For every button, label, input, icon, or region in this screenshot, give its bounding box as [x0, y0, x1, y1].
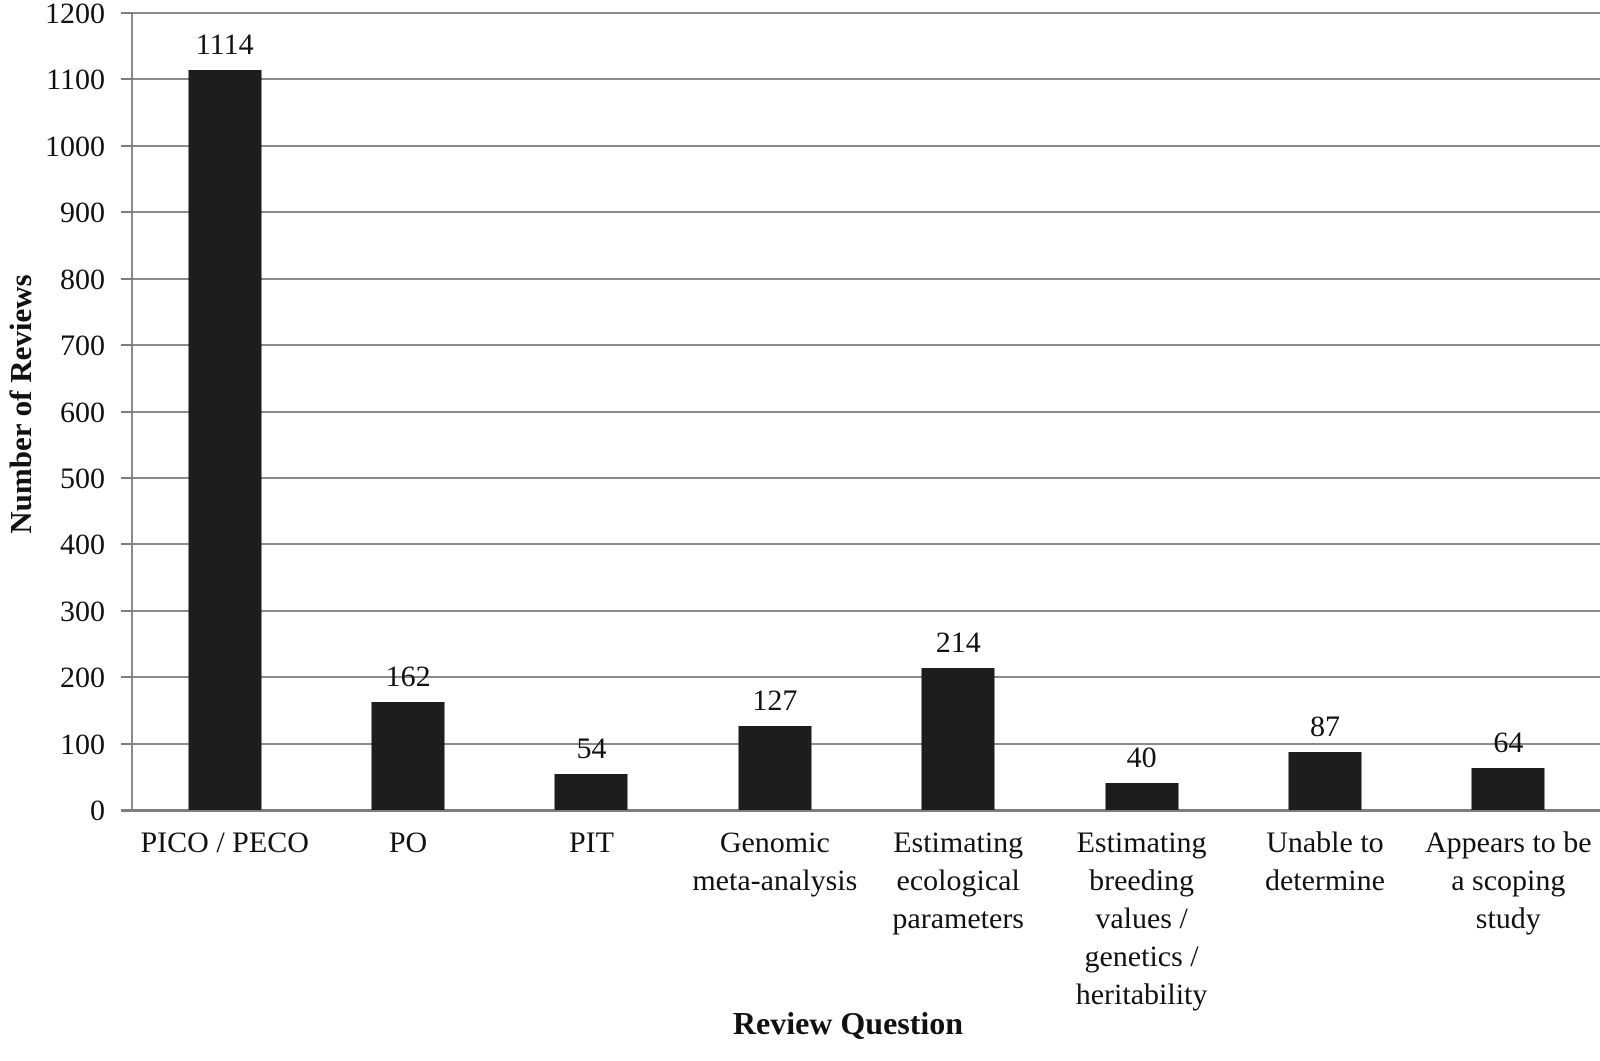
category-label-line: parameters [892, 902, 1024, 935]
bar-column: 214 [867, 13, 1050, 810]
bar [738, 725, 812, 810]
category-label: Genomic meta-analysis [683, 824, 866, 1014]
y-axis-tick-label: 700 [60, 329, 105, 363]
category-label-line: determine [1264, 864, 1385, 897]
bar [1288, 752, 1362, 810]
category-label-line: genetics / [1084, 940, 1199, 973]
value-label: 87 [1309, 710, 1340, 744]
value-label: 214 [935, 625, 981, 659]
bar [1105, 783, 1179, 810]
category-label: PO [316, 824, 499, 1014]
y-axis-tick-mark [121, 277, 133, 280]
bar-column: 162 [316, 13, 499, 810]
y-axis-tick-mark [121, 742, 133, 745]
bar [554, 774, 628, 810]
gridline [133, 344, 1600, 347]
category-label-line: Genomic [719, 826, 830, 859]
y-axis-tick-mark [121, 676, 133, 679]
y-axis-tick-mark [121, 78, 133, 81]
bar [1471, 767, 1545, 810]
category-label: Unable to determine [1233, 824, 1416, 1014]
category-label-line: study [1475, 902, 1541, 935]
bar-column: 1114 [133, 13, 316, 810]
bar [188, 70, 262, 810]
bar [371, 702, 445, 810]
x-axis-line [121, 809, 1600, 812]
value-label: 1114 [195, 28, 254, 62]
bar-column: 54 [500, 13, 683, 810]
bar-columns: 1114 162 54 127 214 40 87 64 [133, 13, 1600, 810]
category-label-line: breeding [1089, 864, 1195, 897]
value-label: 54 [576, 732, 607, 766]
y-axis-tick-label: 600 [60, 395, 105, 429]
category-label-line: Estimating [1076, 826, 1207, 859]
category-label-line: Appears to be [1425, 826, 1592, 859]
gridline [133, 144, 1600, 147]
y-axis-tick-mark [121, 211, 133, 214]
category-label-line: values / [1095, 902, 1188, 935]
bar-column: 127 [683, 13, 866, 810]
y-axis-tick-mark [121, 609, 133, 612]
y-axis-tick-mark [121, 809, 133, 811]
y-axis-tick-label: 800 [60, 262, 105, 296]
category-label-line: PO [388, 826, 428, 859]
category-label-line: Unable to [1266, 826, 1384, 859]
y-axis-tick-mark [121, 144, 133, 147]
bar-column: 40 [1050, 13, 1233, 810]
gridline [133, 78, 1600, 81]
category-label: PIT [500, 824, 683, 1014]
value-label: 127 [752, 683, 798, 717]
value-label: 64 [1493, 725, 1524, 759]
y-axis-tick-mark [121, 410, 133, 413]
y-axis-tick-label: 200 [60, 661, 105, 695]
x-axis-category-labels: PICO / PECO PO PIT Genomic meta-analysis Esti… [133, 824, 1600, 1014]
category-label-line: PIT [568, 826, 614, 859]
value-label: 40 [1126, 741, 1157, 775]
y-axis-tick-mark [121, 12, 133, 14]
y-axis-tick-label: 1200 [45, 0, 105, 30]
category-label-line: ecological [896, 864, 1020, 897]
gridline [133, 12, 1600, 14]
category-label-line: a scoping [1451, 864, 1566, 897]
category-label-line: Estimating [893, 826, 1024, 859]
gridline [133, 742, 1600, 745]
y-axis-tick-label: 900 [60, 196, 105, 230]
y-axis-tick-label: 1100 [46, 63, 105, 97]
gridline [133, 543, 1600, 546]
y-axis-tick-mark [121, 476, 133, 479]
bar [921, 667, 995, 810]
bar-column: 87 [1233, 13, 1416, 810]
y-axis-tick-label: 500 [60, 461, 105, 495]
y-axis-tick-label: 300 [60, 594, 105, 628]
y-axis-tick-label: 100 [60, 727, 105, 761]
gridline [133, 277, 1600, 280]
y-axis-tick-label: 400 [60, 528, 105, 562]
y-axis-tick-mark [121, 543, 133, 546]
x-axis-title: Review Question [732, 1005, 964, 1041]
category-label-line: PICO / PECO [140, 826, 309, 859]
gridline [133, 410, 1600, 413]
value-label: 162 [385, 660, 431, 694]
category-label-line: heritability [1075, 978, 1208, 1011]
gridline [133, 609, 1600, 612]
category-label-line: meta-analysis [692, 864, 858, 897]
y-axis-tick-labels: 0 100 200 300 400 500 600 700 800 900 1000 1100 1200 [0, 0, 105, 1061]
y-axis-tick-label: 1000 [45, 129, 105, 163]
gridline [133, 676, 1600, 679]
y-axis-tick-label: 0 [90, 794, 105, 827]
bar-column: 64 [1417, 13, 1600, 810]
gridline [133, 476, 1600, 479]
category-label: PICO / PECO [133, 824, 316, 1014]
category-label: Estimating breeding values / genetics / heri… [1050, 824, 1233, 1014]
plot-area: 1114 162 54 127 214 40 87 64 [133, 12, 1600, 810]
y-axis-tick-mark [121, 344, 133, 347]
gridline [133, 211, 1600, 214]
category-label: Appears to be a scoping study [1417, 824, 1600, 1014]
category-label: Estimating ecological parameters [867, 824, 1050, 1014]
